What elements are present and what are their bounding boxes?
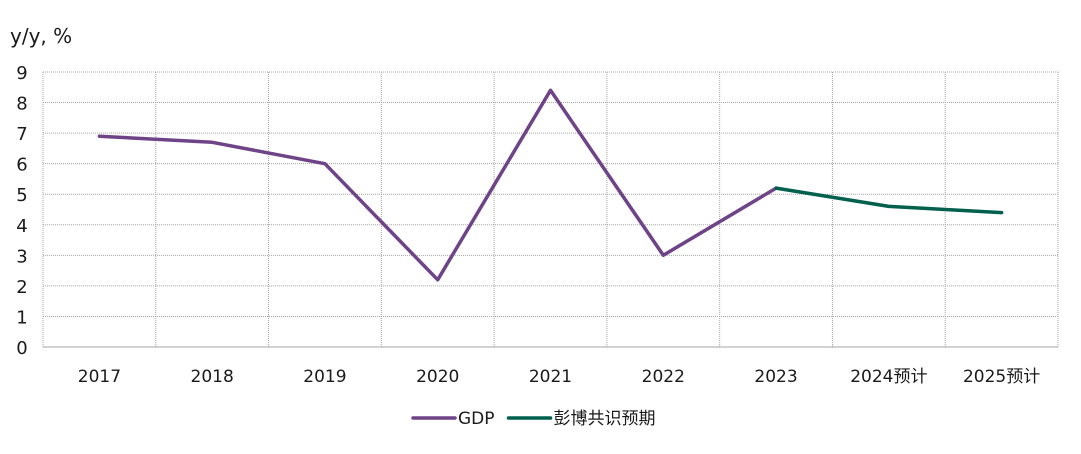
y-tick-label: 4: [16, 216, 27, 237]
y-tick-label: 0: [16, 338, 27, 359]
legend-label: 彭博共识预期: [554, 409, 656, 429]
x-tick-label: 2025预计: [963, 367, 1040, 387]
series-lines: [97, 88, 1004, 282]
legend: GDP 彭博共识预期: [411, 409, 656, 429]
legend-label: GDP: [458, 409, 495, 429]
y-tick-label: 8: [16, 94, 27, 115]
series-line: [774, 186, 1004, 215]
x-tick-labels: 2017 2018 2019 2020 2021 2022 2023 2024预计 2025预计: [78, 367, 1040, 387]
y-tick-label: 3: [16, 246, 27, 267]
y-tick-labels: 0 1 2 3 4 5 6 7 8 9: [16, 63, 27, 359]
x-tick-label: 2023: [754, 367, 797, 387]
x-tick-label: 2020: [416, 367, 459, 387]
y-tick-label: 7: [16, 124, 27, 145]
x-tick-label: 2018: [191, 367, 234, 387]
grid: [42, 71, 1059, 348]
x-tick-label: 2022: [642, 367, 685, 387]
y-tick-label: 1: [16, 307, 27, 328]
y-tick-label: 2: [16, 277, 27, 298]
y-axis-label: y/y, %: [10, 24, 72, 48]
y-tick-label: 9: [16, 63, 27, 84]
x-tick-label: 2017: [78, 367, 121, 387]
x-tick-label: 2019: [303, 367, 346, 387]
x-tick-label: 2024预计: [850, 367, 927, 387]
series-line: [97, 88, 778, 282]
x-tick-label: 2021: [529, 367, 572, 387]
y-tick-label: 5: [16, 185, 27, 206]
y-tick-label: 6: [16, 155, 27, 176]
